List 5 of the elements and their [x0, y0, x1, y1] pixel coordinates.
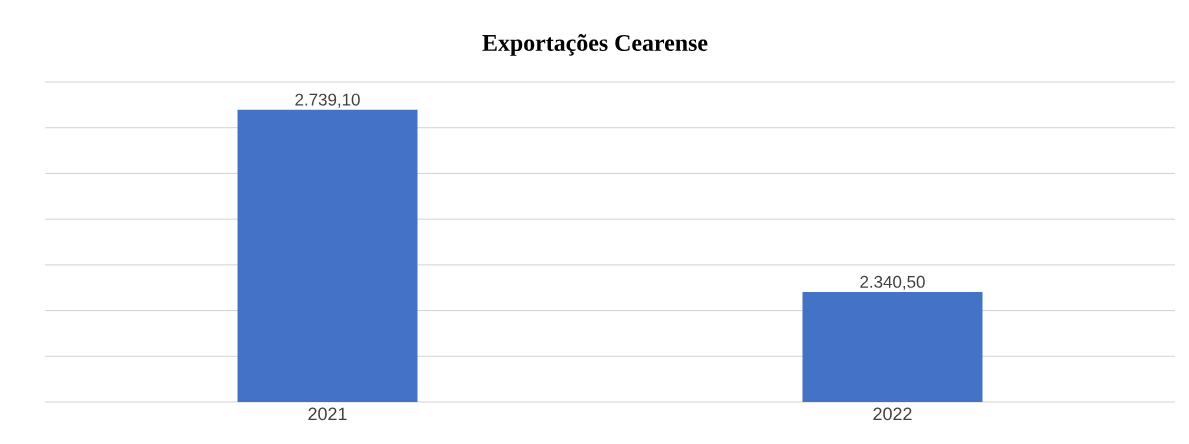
- data-label: 2.340,50: [860, 275, 925, 290]
- chart-title: Exportações Cearense: [482, 34, 708, 56]
- data-label: 2.739,10: [295, 93, 360, 108]
- x-tick-label: 2021: [308, 407, 347, 421]
- x-tick-label: 2022: [873, 407, 912, 421]
